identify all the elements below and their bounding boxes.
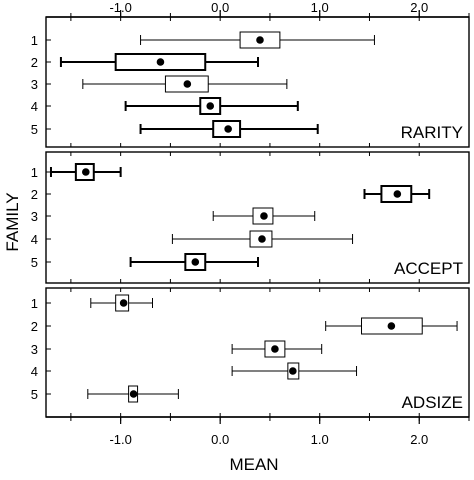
panel-frame <box>45 151 470 284</box>
axes-layer: -1.0 -1.0 0.0 0.0 1.0 1.0 2.0 2.0 <box>46 0 470 447</box>
panel-adsize: 1 2 3 4 5 ADSIZE <box>31 287 470 418</box>
box-family-3 <box>82 75 288 93</box>
panel-accept: 1 2 3 4 5 ACCEPT <box>31 151 470 284</box>
panel-rarity: 1 2 3 4 5 RARITY <box>31 16 470 148</box>
y-tick-label: 4 <box>31 232 38 247</box>
mean-point <box>289 367 297 375</box>
y-tick-label: 5 <box>31 255 38 270</box>
mean-point <box>271 345 279 353</box>
box-family-5 <box>139 120 319 138</box>
x-axis-label: MEAN <box>229 455 278 474</box>
panel-label: ACCEPT <box>394 259 463 278</box>
y-tick-label: 2 <box>31 319 38 334</box>
top-tick-label: 0.0 <box>211 0 229 15</box>
y-tick-label: 3 <box>31 77 38 92</box>
mean-point <box>256 36 264 44</box>
box-family-1 <box>140 31 375 49</box>
box-family-1 <box>90 294 153 312</box>
box-family-2 <box>363 185 431 203</box>
y-tick-label: 2 <box>31 187 38 202</box>
bottom-tick-label: -1.0 <box>109 432 131 447</box>
box-family-4 <box>231 362 358 380</box>
y-tick-label: 5 <box>31 387 38 402</box>
panel-label: RARITY <box>401 123 463 142</box>
y-tick-label: 1 <box>31 296 38 311</box>
box-family-2 <box>325 317 458 335</box>
y-axis-label: FAMILY <box>3 192 22 251</box>
top-tick-label: 1.0 <box>311 0 329 15</box>
box-family-4 <box>171 230 354 248</box>
y-tick-label: 3 <box>31 209 38 224</box>
mean-point <box>258 235 266 243</box>
y-tick-label: 1 <box>31 33 38 48</box>
mean-point <box>183 80 192 88</box>
mean-point <box>156 58 165 66</box>
mean-point <box>119 299 128 307</box>
mean-point <box>206 102 215 110</box>
panel-label: ADSIZE <box>402 393 463 412</box>
mean-point <box>129 390 138 398</box>
box-family-5 <box>87 385 179 403</box>
y-tick-label: 4 <box>31 364 38 379</box>
top-tick-label: -1.0 <box>109 0 131 15</box>
bottom-tick-label: 0.0 <box>211 432 229 447</box>
mean-point <box>82 168 90 176</box>
box-family-1 <box>49 163 122 181</box>
y-tick-label: 5 <box>31 122 38 137</box>
mean-point <box>260 212 268 220</box>
box-family-4 <box>124 97 299 115</box>
box-family-5 <box>129 253 259 271</box>
mean-point <box>393 190 402 198</box>
box-family-3 <box>231 340 323 358</box>
y-tick-label: 2 <box>31 55 38 70</box>
bottom-tick-label: 2.0 <box>410 432 428 447</box>
y-tick-label: 4 <box>31 99 38 114</box>
y-tick-label: 1 <box>31 165 38 180</box>
mean-point <box>224 125 232 133</box>
box-family-2 <box>59 53 259 71</box>
top-tick-label: 2.0 <box>410 0 428 15</box>
mean-point <box>191 258 200 266</box>
panels-layer: 1 2 3 4 5 RARITY 1 2 3 4 5 ACCEPT 1 2 3 4 5 ADSIZE <box>31 16 470 418</box>
mean-point <box>387 322 396 330</box>
bottom-tick-label: 1.0 <box>311 432 329 447</box>
y-tick-label: 3 <box>31 342 38 357</box>
box-family-3 <box>212 207 316 225</box>
